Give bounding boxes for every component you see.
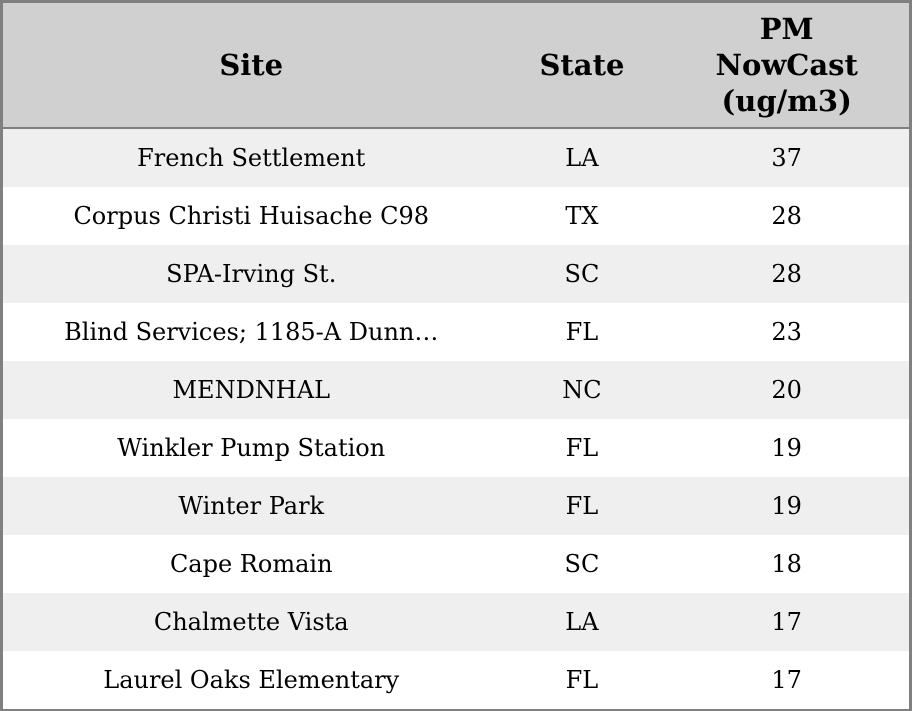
pm-cell: 28 (771, 260, 802, 288)
site-cell: Cape Romain (169, 550, 333, 578)
state-cell: FL (565, 318, 599, 346)
table-row: Corpus Christi Huisache C98 TX 28 (3, 187, 909, 245)
pm-cell: 23 (771, 318, 802, 346)
table-body: French Settlement LA 37 Corpus Christi H… (3, 128, 909, 709)
state-cell: SC (564, 550, 600, 578)
site-cell: Corpus Christi Huisache C98 (73, 202, 430, 230)
table-row: Winter Park FL 19 (3, 477, 909, 535)
table-row: SPA-Irving St. SC 28 (3, 245, 909, 303)
state-cell: SC (564, 260, 600, 288)
pm-cell: 19 (771, 492, 802, 520)
state-cell: FL (565, 434, 599, 462)
table-header: Site State PM NowCast (ug/m3) (3, 3, 909, 129)
pm-cell: 19 (771, 434, 802, 462)
site-cell: French Settlement (137, 144, 366, 172)
header-row: Site State PM NowCast (ug/m3) (3, 3, 909, 129)
pm-cell: 28 (771, 202, 802, 230)
pm-cell: 17 (771, 666, 802, 694)
pm-cell: 37 (771, 144, 802, 172)
pm-nowcast-table: Site State PM NowCast (ug/m3) French Set… (3, 3, 909, 709)
table-row: MENDNHAL NC 20 (3, 361, 909, 419)
state-cell: TX (565, 202, 599, 230)
state-cell: LA (565, 608, 599, 636)
site-cell: Blind Services; 1185-A Dunn… (64, 318, 439, 346)
table-row: French Settlement LA 37 (3, 128, 909, 187)
state-cell: LA (565, 144, 599, 172)
pm-cell: 17 (771, 608, 802, 636)
pm-cell: 20 (771, 376, 802, 404)
table-row: Laurel Oaks Elementary FL 17 (3, 651, 909, 709)
table-row: Cape Romain SC 18 (3, 535, 909, 593)
state-cell: FL (565, 666, 599, 694)
site-cell: SPA-Irving St. (166, 260, 337, 288)
site-cell: Winkler Pump Station (117, 434, 386, 462)
state-cell: NC (562, 376, 602, 404)
state-cell: FL (565, 492, 599, 520)
site-cell: Winter Park (178, 492, 325, 520)
column-header-pm-nowcast: PM NowCast (ug/m3) (664, 3, 909, 129)
site-cell: Chalmette Vista (153, 608, 349, 636)
pm-cell: 18 (771, 550, 802, 578)
site-cell: Laurel Oaks Elementary (103, 666, 400, 694)
table-row: Winkler Pump Station FL 19 (3, 419, 909, 477)
table-row: Chalmette Vista LA 17 (3, 593, 909, 651)
column-header-site: Site (3, 3, 500, 129)
site-cell: MENDNHAL (172, 376, 331, 404)
column-header-state: State (499, 3, 665, 129)
table-row: Blind Services; 1185-A Dunn… FL 23 (3, 303, 909, 361)
